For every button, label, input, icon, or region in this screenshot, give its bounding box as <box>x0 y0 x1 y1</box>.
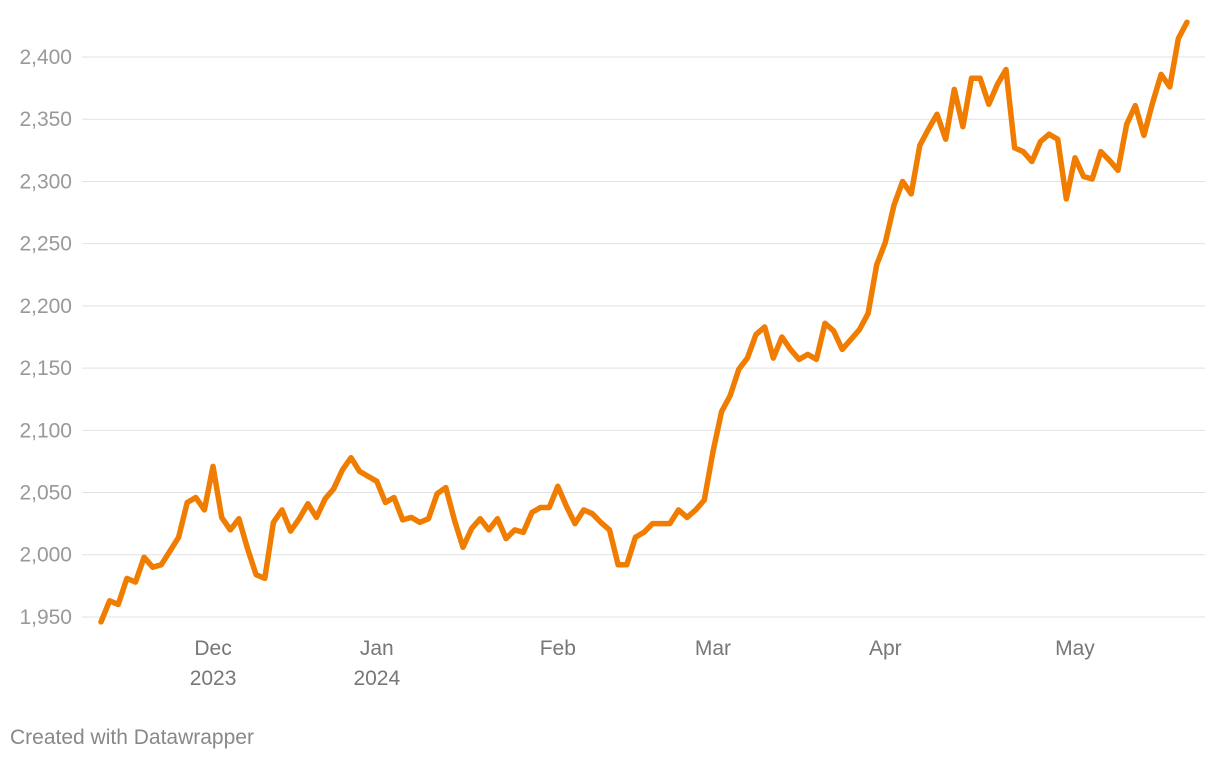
y-tick-label: 2,100 <box>19 419 72 442</box>
price-line <box>98 19 1190 625</box>
x-tick-label: Mar <box>695 637 731 660</box>
y-tick-label: 2,200 <box>19 295 72 318</box>
x-tick-label: May <box>1055 637 1095 660</box>
y-tick-label: 2,350 <box>19 108 72 131</box>
credit: Created with Datawrapper <box>10 726 254 749</box>
y-tick-label: 2,400 <box>19 46 72 69</box>
x-tick-label: Apr <box>869 637 902 660</box>
y-tick-label: 2,000 <box>19 544 72 567</box>
y-tick-label: 2,150 <box>19 357 72 380</box>
x-tick-label: Dec 2023 <box>190 637 237 690</box>
x-tick-label: Feb <box>540 637 576 660</box>
y-tick-label: 2,050 <box>19 482 72 505</box>
y-tick-label: 2,300 <box>19 170 72 193</box>
x-tick-label: Jan 2024 <box>353 637 400 690</box>
y-tick-label: 1,950 <box>19 606 72 629</box>
y-tick-label: 2,250 <box>19 233 72 256</box>
